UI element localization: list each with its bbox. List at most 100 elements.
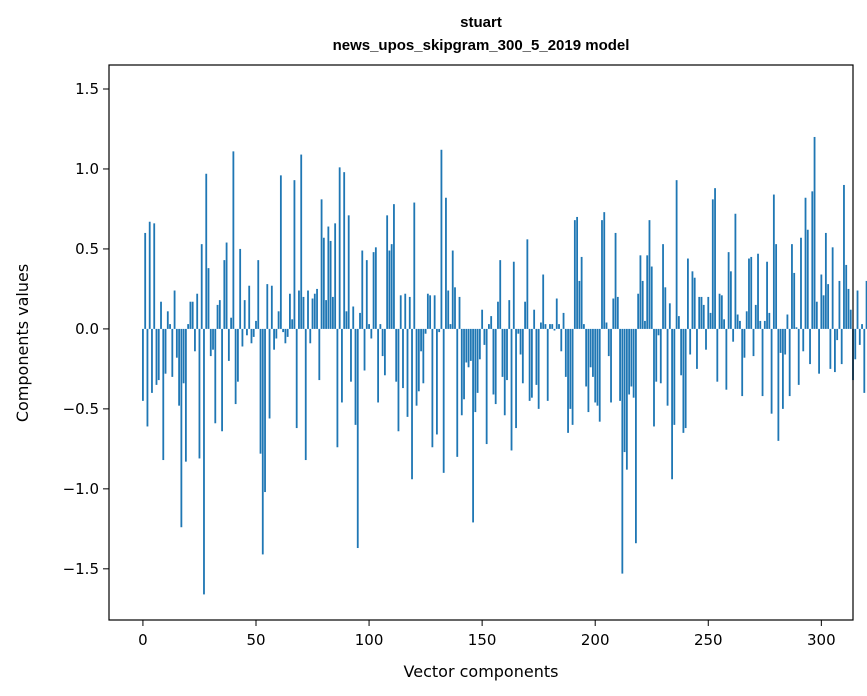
bar-68 [295, 328, 298, 429]
bar-19 [184, 328, 187, 462]
bar-301 [822, 295, 825, 329]
bar-51 [257, 260, 260, 329]
bar-244 [693, 277, 696, 329]
bar-75 [311, 298, 314, 329]
chart-title-line1: stuart [460, 14, 502, 31]
bar-194 [580, 256, 583, 329]
bar-278 [770, 328, 773, 414]
bar-143 [465, 328, 468, 363]
bar-205 [605, 322, 608, 329]
bar-315 [854, 328, 857, 360]
bar-221 [641, 280, 644, 329]
bar-169 [524, 301, 526, 329]
bar-263 [736, 314, 739, 329]
bar-36 [223, 260, 226, 329]
bar-243 [691, 271, 694, 329]
bar-185 [560, 328, 563, 352]
bar-192 [576, 216, 579, 329]
bar-9 [162, 328, 165, 461]
bar-94 [354, 328, 357, 425]
bar-49 [252, 328, 255, 337]
bar-52 [259, 328, 262, 454]
bar-153 [488, 324, 490, 329]
bar-73 [307, 290, 309, 329]
bar-261 [732, 328, 735, 342]
bar-165 [515, 328, 517, 429]
bar-168 [521, 328, 524, 384]
bar-199 [592, 328, 594, 377]
bar-86 [336, 328, 339, 448]
bar-231 [664, 287, 667, 329]
bar-238 [680, 328, 683, 376]
bar-184 [558, 324, 560, 329]
bar-287 [791, 244, 793, 329]
bar-274 [761, 328, 764, 397]
bar-196 [585, 328, 588, 387]
bar-320 [865, 280, 867, 329]
bar-2 [146, 328, 149, 427]
bar-59 [275, 328, 278, 339]
bar-65 [289, 293, 291, 329]
bar-133 [442, 328, 445, 473]
bar-233 [668, 303, 671, 329]
bar-67 [293, 180, 296, 329]
x-tick-label: 100 [355, 631, 384, 649]
x-tick-label: 300 [807, 631, 836, 649]
bar-246 [698, 296, 701, 329]
bar-270 [752, 328, 755, 357]
bar-188 [567, 328, 569, 433]
bar-293 [804, 197, 807, 329]
bar-222 [644, 320, 646, 329]
bar-310 [843, 184, 845, 329]
bar-103 [374, 247, 377, 329]
bar-276 [766, 261, 768, 329]
bar-119 [411, 328, 413, 480]
bar-147 [474, 328, 477, 413]
bar-10 [164, 328, 167, 374]
bar-60 [277, 311, 280, 329]
bar-297 [813, 136, 816, 329]
bar-48 [250, 328, 253, 344]
bar-159 [501, 328, 504, 377]
bar-128 [431, 328, 434, 448]
bar-79 [320, 199, 323, 329]
bar-225 [650, 266, 653, 329]
bar-239 [682, 328, 685, 433]
bar-303 [827, 284, 830, 329]
bar-101 [370, 328, 373, 339]
bar-100 [368, 324, 370, 329]
bar-149 [478, 328, 481, 360]
y-tick-label: −1.5 [63, 560, 99, 578]
bar-88 [341, 328, 343, 403]
bar-110 [390, 244, 393, 329]
bar-277 [768, 312, 771, 329]
bar-313 [849, 309, 852, 329]
bar-275 [763, 320, 766, 329]
bar-148 [476, 328, 479, 393]
bar-150 [481, 309, 484, 329]
bar-167 [519, 328, 522, 355]
x-tick-label: 150 [468, 631, 497, 649]
bar-135 [447, 290, 450, 329]
bar-27 [203, 328, 205, 595]
bar-269 [750, 256, 753, 329]
bar-178 [544, 324, 547, 329]
bar-97 [361, 250, 364, 329]
bar-44 [241, 328, 244, 347]
bar-304 [829, 328, 832, 369]
x-tick-label: 250 [694, 631, 723, 649]
bar-218 [635, 328, 637, 544]
y-tick-label: −0.5 [63, 400, 99, 418]
bar-155 [492, 328, 495, 395]
bar-181 [551, 324, 554, 329]
bar-187 [564, 328, 567, 377]
bar-254 [716, 328, 719, 382]
bar-285 [786, 314, 789, 329]
bar-5 [153, 223, 156, 329]
bars-group [142, 136, 867, 595]
bar-198 [589, 328, 592, 368]
bar-121 [415, 328, 418, 406]
bar-34 [218, 300, 221, 329]
bar-216 [630, 328, 633, 387]
bar-227 [655, 328, 658, 382]
